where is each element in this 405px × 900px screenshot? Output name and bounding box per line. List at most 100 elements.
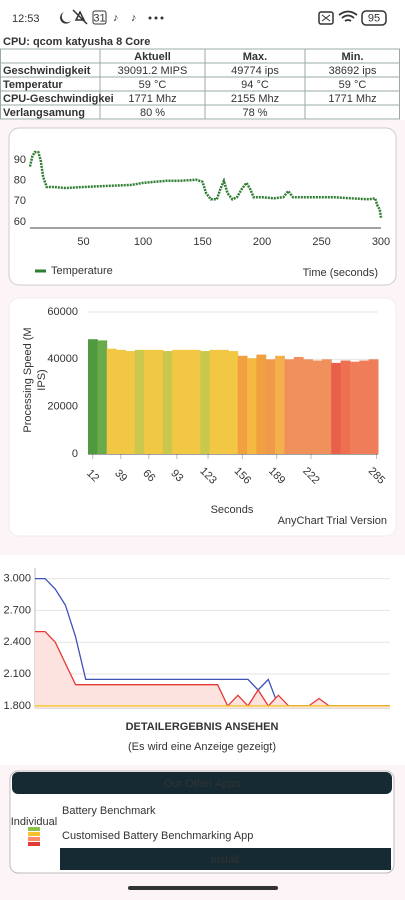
sim-x xyxy=(321,14,331,22)
more-dot xyxy=(154,16,158,20)
calendar-icon xyxy=(92,10,107,25)
bar xyxy=(368,359,379,454)
app-icon-label: Individual xyxy=(11,816,57,828)
status-time: 12:53 xyxy=(12,13,40,25)
bar xyxy=(275,355,285,454)
moon-icon xyxy=(60,12,71,24)
series-line xyxy=(28,150,383,218)
install-button[interactable]: Install xyxy=(211,854,240,866)
bar xyxy=(190,349,201,454)
x-tick-label: 50 xyxy=(77,236,89,248)
table-row-label: Temperatur xyxy=(3,79,63,91)
legend-label: Temperature xyxy=(51,265,113,277)
bar xyxy=(218,349,229,454)
bar xyxy=(265,359,276,454)
series-area xyxy=(35,631,390,708)
app-icon-bar xyxy=(28,842,40,846)
x-tick-label: 150 xyxy=(193,236,211,248)
bar xyxy=(340,360,351,454)
apps-title-bar xyxy=(12,772,392,794)
x-tick-label: 250 xyxy=(312,236,330,248)
table-cell: 39091.2 MIPS xyxy=(118,65,188,77)
frequency-panel xyxy=(0,555,405,765)
bar xyxy=(144,349,154,454)
table-row-label: Geschwindigkeit xyxy=(3,65,91,77)
y-axis-label: Processing Speed (M xyxy=(22,327,34,432)
x-tick-label: 300 xyxy=(372,236,390,248)
battery-level: 95 xyxy=(368,12,380,24)
bar xyxy=(284,359,295,454)
x-axis-label: Time (seconds) xyxy=(303,267,378,279)
sim-icon xyxy=(318,11,334,25)
bar xyxy=(200,351,211,454)
table-row-label: Verlangsamung xyxy=(3,107,85,119)
y-tick-label: 2.100 xyxy=(3,668,31,680)
y-tick-label: 60 xyxy=(14,216,26,228)
y-tick-label: 2.400 xyxy=(3,636,31,648)
table-cell: 1771 Mhz xyxy=(128,93,176,105)
bar xyxy=(349,361,360,454)
detail-button[interactable]: DETAILERGEBNIS ANSEHEN xyxy=(126,721,279,733)
x-tick-label: 200 xyxy=(253,236,271,248)
app-name: Battery Benchmark xyxy=(62,805,156,817)
y-tick-label: 40000 xyxy=(47,353,78,365)
detail-note: (Es wird eine Anzeige gezeigt) xyxy=(128,741,276,753)
table-cell: 59 °C xyxy=(339,79,367,91)
calendar-day: 31 xyxy=(93,12,105,24)
y-tick-label: 80 xyxy=(14,175,26,187)
bar xyxy=(237,355,248,454)
mute-icon xyxy=(72,9,88,25)
bar xyxy=(106,348,117,454)
temperature-card xyxy=(8,127,397,286)
bar xyxy=(181,349,192,454)
bar xyxy=(359,360,370,454)
table-column-header: Min. xyxy=(342,51,364,63)
watermark: AnyChart Trial Version xyxy=(278,515,387,527)
table-cell: 38692 ips xyxy=(329,65,377,77)
bar xyxy=(88,339,98,454)
table-column-header: Aktuell xyxy=(134,51,171,63)
x-axis-label: Seconds xyxy=(211,504,254,516)
top-background xyxy=(0,0,405,120)
bar xyxy=(162,351,173,454)
table-border xyxy=(0,48,400,120)
app-icon-bar xyxy=(28,832,40,836)
bar xyxy=(303,359,314,454)
table-row-label: CPU-Geschwindigkei xyxy=(3,93,114,105)
app-icon-bar xyxy=(28,827,40,831)
bar xyxy=(116,349,126,454)
more-dot xyxy=(160,16,164,20)
bar xyxy=(228,351,239,454)
table-column-header: Max. xyxy=(243,51,267,63)
y-tick-label: 60000 xyxy=(47,306,78,318)
bar xyxy=(247,358,257,454)
table-cell: 59 °C xyxy=(139,79,167,91)
bar xyxy=(172,349,183,454)
tiktok-icon: ♪ xyxy=(113,12,119,24)
y-tick-label: 0 xyxy=(72,448,78,460)
bar xyxy=(331,362,342,454)
bar xyxy=(321,359,332,454)
apps-title: Our Other Apps xyxy=(164,778,241,790)
bar xyxy=(209,349,220,454)
bar xyxy=(125,351,136,454)
y-tick-label: 70 xyxy=(14,195,26,207)
bar xyxy=(312,360,323,454)
y-tick-label: 3.000 xyxy=(3,573,31,585)
table-cell: 2155 Mhz xyxy=(231,93,279,105)
more-dot xyxy=(148,16,152,20)
home-indicator xyxy=(128,886,278,890)
tiktok-icon: ♪ xyxy=(131,12,137,24)
wifi-icon xyxy=(338,10,358,22)
y-tick-label: 90 xyxy=(14,154,26,166)
battery-icon xyxy=(361,10,387,26)
table-cell: 1771 Mhz xyxy=(328,93,376,105)
table-cell: 49774 ips xyxy=(231,65,279,77)
apps-card xyxy=(9,770,395,874)
install-button-bg[interactable] xyxy=(60,848,391,870)
table-cell: 80 % xyxy=(140,107,165,119)
bar xyxy=(293,356,304,454)
y-axis-label: IPS) xyxy=(36,369,48,390)
table-cell: 94 °C xyxy=(241,79,269,91)
